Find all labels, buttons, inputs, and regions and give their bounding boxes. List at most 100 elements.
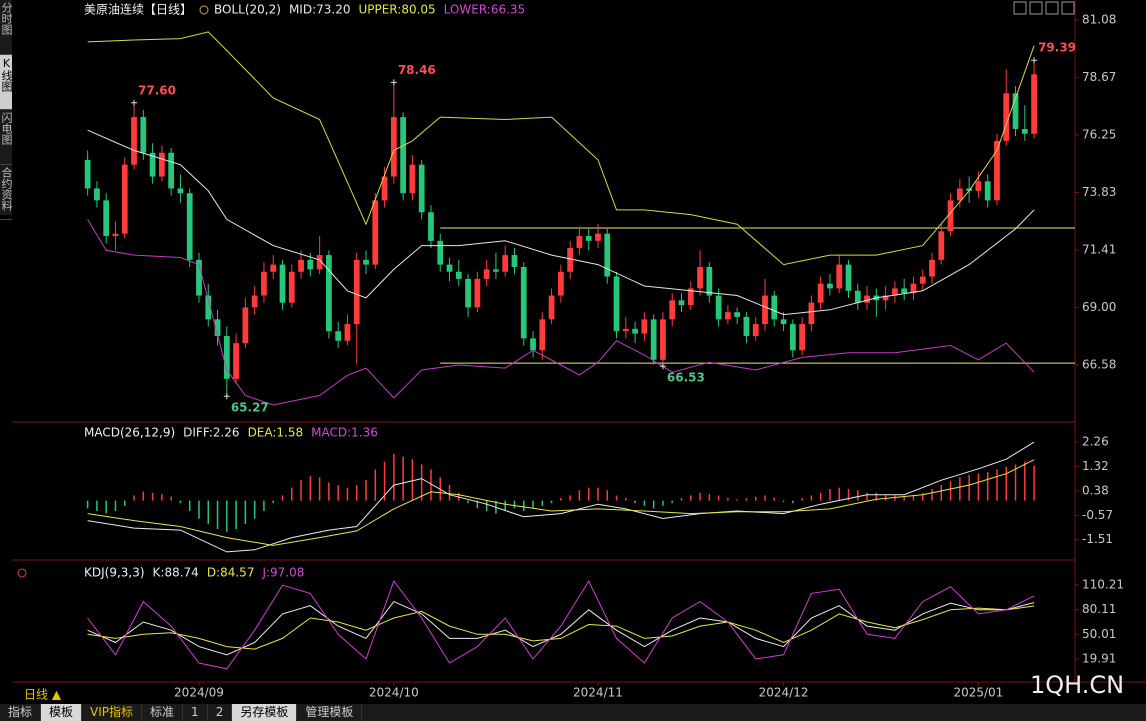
tab-bar: 指标 模板 VIP指标 标准 1 2 另存模板 管理模板: [0, 704, 1146, 721]
candle-body: [418, 164, 425, 213]
candle-body: [817, 283, 824, 303]
candle-body: [214, 319, 221, 337]
candle-body: [158, 152, 165, 177]
y-tick-label: 81.08: [1082, 12, 1116, 26]
indicator-line: [87, 580, 1035, 670]
indicator-label: MACD(26,12,9): [84, 426, 175, 440]
candle-body: [103, 200, 110, 237]
indicator-line: [87, 129, 1035, 316]
candle-body: [1031, 74, 1037, 134]
settings-icon[interactable]: [17, 568, 27, 578]
y-tick-label: 0.38: [1082, 483, 1109, 497]
candle-body: [131, 117, 137, 165]
candle-body: [789, 324, 796, 351]
candle-body: [381, 176, 388, 201]
x-tick-label: 2024/10: [369, 686, 419, 700]
candle-body: [1021, 128, 1028, 134]
candle-body: [455, 271, 462, 279]
candle-body: [557, 271, 564, 296]
indicator-line: [87, 441, 1035, 553]
period-label[interactable]: 日线 ▲: [24, 688, 62, 702]
candle-body: [706, 266, 713, 296]
candle-body: [901, 288, 908, 294]
candle-body: [465, 278, 471, 308]
candle-body: [632, 328, 638, 334]
annotation: 78.46: [398, 63, 436, 77]
candle-body: [929, 259, 935, 277]
candle-body: [975, 181, 982, 191]
y-tick-label: 50.01: [1082, 627, 1116, 641]
y-tick-label: -1.51: [1082, 532, 1113, 546]
candle-body: [650, 319, 657, 360]
candle-body: [196, 259, 202, 296]
tool-button[interactable]: [1061, 1, 1075, 15]
tool-button[interactable]: [1029, 1, 1043, 15]
indicator-label: D:84.57: [207, 566, 255, 580]
candle-body: [595, 233, 601, 241]
tab[interactable]: 标准: [142, 704, 184, 721]
sidebar-tab[interactable]: 合约资料: [0, 165, 13, 220]
tab[interactable]: 另存模板: [232, 704, 298, 721]
toolbar: [1013, 1, 1075, 15]
indicator-label: DEA:1.58: [248, 426, 304, 440]
tab[interactable]: 2: [208, 704, 233, 721]
sidebar-tab[interactable]: 闪电图: [0, 110, 13, 165]
candle-body: [641, 319, 648, 334]
candle-body: [938, 231, 945, 260]
y-tick-label: 19.91: [1082, 652, 1116, 666]
x-tick-label: 2024/11: [573, 686, 623, 700]
indicator-label: MID:73.20: [289, 3, 351, 17]
candle-body: [84, 159, 91, 189]
annotation: 65.27: [231, 401, 269, 415]
candle-body: [307, 259, 314, 270]
candle-body: [326, 255, 332, 332]
tab[interactable]: 指标: [0, 704, 42, 721]
candle-body: [502, 255, 509, 272]
tab[interactable]: VIP指标: [82, 704, 143, 721]
candle-body: [808, 302, 815, 325]
candle-body: [845, 264, 852, 291]
candle-body: [474, 278, 481, 308]
candle-body: [780, 319, 787, 325]
y-tick-label: 1.32: [1082, 459, 1109, 473]
sidebar: 分时图 K线图 闪电图 合约资料: [0, 0, 13, 220]
candle-body: [919, 276, 926, 284]
tab[interactable]: 模板: [41, 704, 83, 721]
indicator-label: LOWER:66.35: [444, 3, 526, 17]
candle-body: [94, 188, 100, 201]
candle-body: [836, 264, 843, 289]
candle-body: [335, 331, 342, 341]
candle-body: [372, 200, 379, 265]
candle-body: [316, 255, 323, 270]
candle-body: [428, 212, 434, 241]
indicator-line: [87, 459, 1035, 546]
candle-body: [567, 247, 574, 272]
sidebar-tab[interactable]: K线图: [0, 55, 13, 110]
candle-body: [493, 269, 499, 272]
x-tick-label: 2024/09: [174, 686, 224, 700]
y-tick-label: 2.26: [1082, 435, 1109, 449]
indicator-line: [87, 605, 1035, 650]
indicator-label: DIFF:2.26: [183, 426, 239, 440]
tool-button[interactable]: [1045, 1, 1059, 15]
indicator-label: 美原油连续【日线】: [84, 2, 192, 17]
y-tick-label: 80.11: [1082, 602, 1116, 616]
x-tick-label: 2024/12: [759, 686, 809, 700]
candle-body: [344, 324, 351, 341]
sidebar-tab[interactable]: 分时图: [0, 0, 13, 55]
y-tick-label: 76.25: [1082, 127, 1116, 141]
tab[interactable]: 1: [183, 704, 208, 721]
tool-button[interactable]: [1013, 1, 1027, 15]
candle-body: [994, 140, 1000, 201]
candle-body: [669, 300, 676, 320]
candle-body: [140, 117, 147, 153]
icon: [199, 5, 209, 15]
candle-body: [966, 188, 973, 191]
candle-body: [622, 328, 629, 332]
tab[interactable]: 管理模板: [297, 704, 363, 721]
candle-body: [548, 295, 555, 320]
annotation-marker: [659, 363, 666, 370]
candle-body: [261, 271, 267, 296]
candle-body: [279, 264, 286, 303]
y-tick-label: 66.58: [1082, 358, 1116, 372]
